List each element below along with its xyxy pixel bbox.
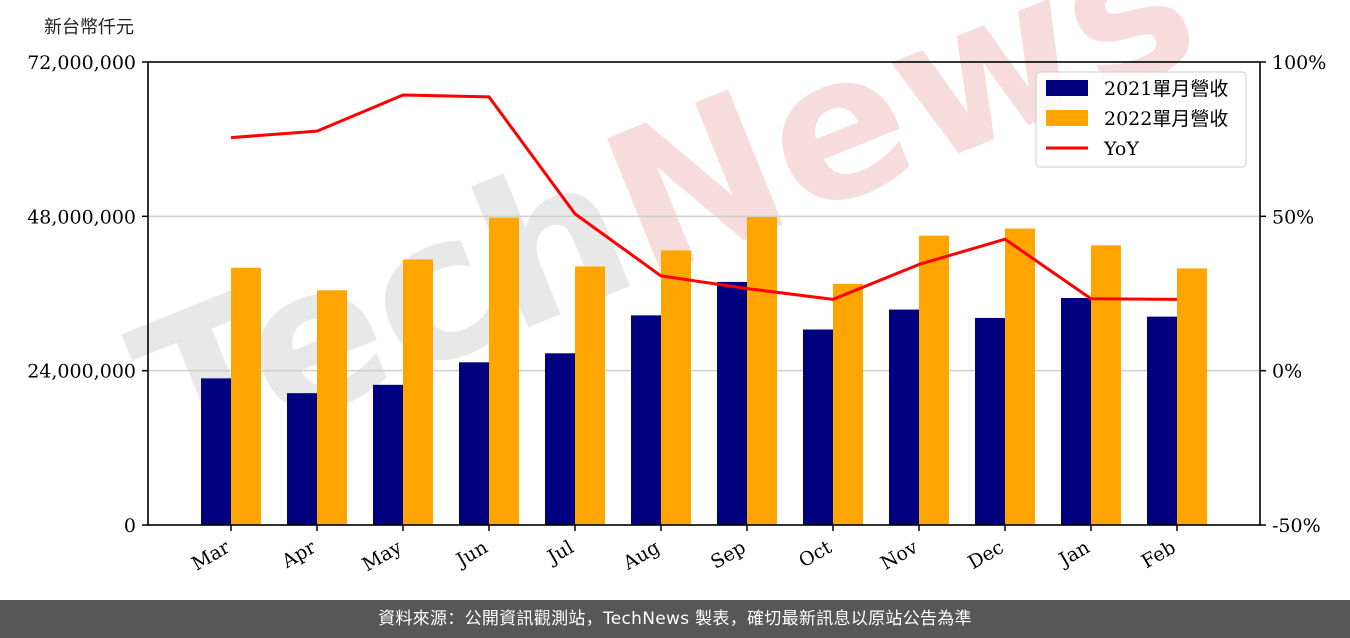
- revenue-chart: TechNews 新台幣仟元 024,000,00048,000,00072,0…: [27, 0, 1326, 576]
- bar-2021-feb: [1147, 316, 1177, 525]
- bar-2021-sep: [717, 281, 747, 525]
- series-2021-bars: [201, 281, 1177, 525]
- unit-label: 新台幣仟元: [44, 17, 134, 38]
- x-tick-label: Jan: [1054, 536, 1094, 572]
- bar-2022-may: [403, 259, 433, 525]
- legend-swatch-2022: [1046, 110, 1088, 126]
- yoy-line: [230, 93, 1178, 301]
- legend-label-2022: 2022單月營收: [1104, 108, 1228, 130]
- x-tick-label: Jul: [542, 536, 577, 569]
- plot-frame: [147, 61, 1261, 526]
- bar-2022-feb: [1177, 268, 1207, 525]
- legend-swatch-2021: [1046, 80, 1088, 96]
- bar-2022-jan: [1091, 245, 1121, 526]
- bar-2022-jun: [489, 217, 519, 525]
- left-axis: 0 24,000,000 48,000,000 72,000,000: [27, 52, 148, 537]
- right-tick-label: 0%: [1272, 361, 1302, 383]
- x-tick-label: Sep: [707, 536, 750, 573]
- x-tick-label: Oct: [795, 536, 836, 572]
- bar-2021-aug: [631, 315, 661, 525]
- x-tick-label: Nov: [877, 536, 922, 575]
- left-tick-label: 0: [124, 515, 136, 537]
- legend-label-yoy: YoY: [1103, 138, 1139, 160]
- bar-2022-aug: [661, 250, 691, 525]
- bar-2021-dec: [975, 317, 1005, 525]
- bar-2021-mar: [201, 378, 231, 525]
- x-tick-label: Aug: [619, 536, 664, 575]
- bar-2022-oct: [833, 283, 863, 525]
- x-tick-label: May: [359, 536, 406, 576]
- x-tick-label: Feb: [1138, 536, 1180, 573]
- x-tick-label: Mar: [188, 536, 234, 575]
- x-tick-label: Dec: [964, 536, 1007, 574]
- bar-2022-dec: [1005, 228, 1035, 525]
- bar-2021-apr: [287, 393, 317, 525]
- right-axis: -50% 0% 50% 100%: [1260, 52, 1326, 537]
- bar-2021-jan: [1061, 298, 1091, 525]
- x-tick-label: Jun: [451, 536, 492, 572]
- bar-2021-jul: [545, 353, 575, 525]
- bar-2021-jun: [459, 362, 489, 525]
- bar-2021-may: [373, 384, 403, 525]
- x-tick-label: Apr: [277, 536, 320, 573]
- left-tick-label: 72,000,000: [27, 52, 136, 74]
- bar-2022-apr: [317, 290, 347, 525]
- bar-2022-jul: [575, 266, 605, 525]
- right-tick-label: -50%: [1272, 515, 1321, 537]
- bar-2021-nov: [889, 309, 919, 525]
- bar-2022-nov: [919, 235, 949, 525]
- left-tick-label: 24,000,000: [27, 361, 136, 383]
- right-tick-label: 100%: [1272, 52, 1326, 74]
- right-tick-label: 50%: [1272, 206, 1314, 228]
- left-tick-label: 48,000,000: [27, 206, 136, 228]
- bar-2022-mar: [231, 267, 261, 525]
- legend: 2021單月營收 2022單月營收 YoY: [1035, 71, 1247, 168]
- bar-2022-sep: [747, 216, 777, 526]
- series-2022-bars: [231, 216, 1207, 526]
- legend-label-2021: 2021單月營收: [1104, 78, 1228, 100]
- source-footer: 資料來源：公開資訊觀測站，TechNews 製表，確切最新訊息以原站公告為準: [0, 600, 1350, 638]
- x-axis: Mar Apr May Jun Jul Aug Sep Oct Nov Dec Jan Feb: [188, 525, 1180, 576]
- bar-2021-oct: [803, 329, 833, 525]
